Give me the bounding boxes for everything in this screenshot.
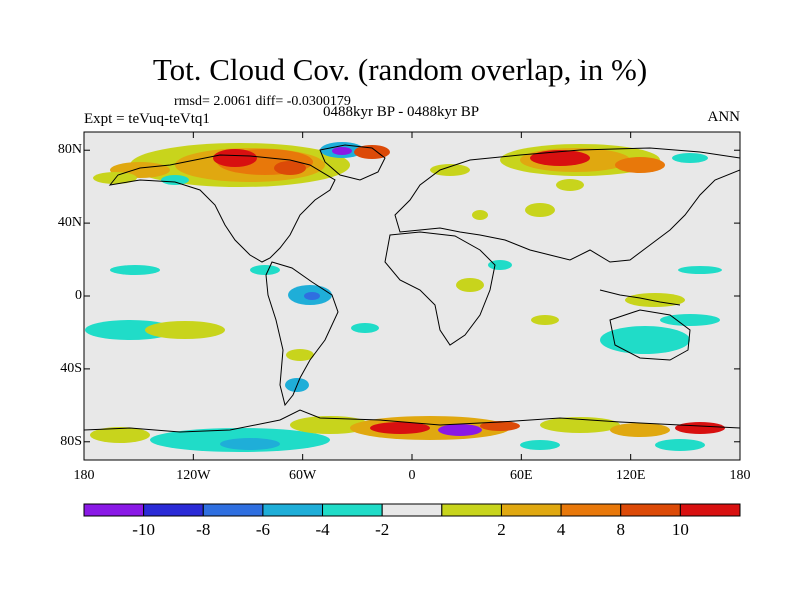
lat-tick-label: 80N bbox=[57, 142, 82, 158]
colorbar-swatch bbox=[83, 503, 145, 517]
stats-line: rmsd= 2.0061 diff= -0.0300179 bbox=[174, 94, 351, 109]
patch-antarctic-band bbox=[438, 424, 482, 436]
colorbar-swatch bbox=[322, 503, 383, 517]
patch-antarctic-band bbox=[290, 416, 370, 434]
colorbar-swatch bbox=[262, 503, 324, 517]
coast-greenland bbox=[319, 144, 386, 181]
patch-antarctic-band bbox=[655, 439, 705, 451]
coast-north-america bbox=[108, 154, 336, 263]
patch-atlantic-cyan bbox=[351, 323, 379, 333]
lon-tick-label: 60E bbox=[510, 468, 533, 483]
coast-africa bbox=[384, 231, 496, 346]
colorbar-label: 10 bbox=[671, 520, 689, 539]
patch-siberia-yellow bbox=[556, 179, 584, 191]
patch-asia-yellow bbox=[472, 210, 488, 220]
patch-antarctic-band bbox=[520, 440, 560, 450]
colorbar-swatch bbox=[679, 503, 741, 517]
period-label: 0488kyr BP - 0488kyr BP bbox=[323, 104, 480, 120]
patch-west-pacific bbox=[660, 314, 720, 326]
colorbar-label: -10 bbox=[132, 520, 155, 539]
coast-indonesia bbox=[599, 289, 681, 306]
lat-tick-label: 0 bbox=[75, 288, 82, 303]
lon-tick-label: 60W bbox=[289, 468, 317, 483]
colorbar-label: -8 bbox=[196, 520, 211, 539]
patch-arctic-eu bbox=[530, 150, 590, 166]
coast-south-america bbox=[265, 261, 339, 407]
anomaly-patches bbox=[85, 142, 725, 452]
patch-arctic-eu bbox=[615, 157, 665, 173]
patch-antarctic-band bbox=[370, 422, 430, 434]
coast-antarctica bbox=[84, 409, 740, 433]
patch-pacific-n-cyan bbox=[678, 266, 722, 274]
patch-antarctic-band bbox=[610, 423, 670, 437]
colorbar-swatch bbox=[560, 503, 622, 517]
lon-tick-label: 120E bbox=[615, 468, 646, 483]
patch-asia-yellow bbox=[525, 203, 555, 217]
season-label: ANN bbox=[707, 109, 741, 125]
lat-tick-label: 40S bbox=[60, 360, 82, 376]
lat-tick-label: 80S bbox=[60, 433, 82, 449]
colorbar-swatch bbox=[620, 503, 681, 517]
colorbar-swatch bbox=[500, 503, 562, 517]
colorbar-swatch bbox=[202, 503, 264, 517]
patch-pacific-cyan bbox=[110, 265, 160, 275]
patch-arctic-na bbox=[274, 161, 306, 175]
patch-greenland-blue bbox=[332, 147, 352, 155]
axis-ticks bbox=[83, 132, 741, 460]
patch-antarctic-band bbox=[675, 422, 725, 434]
plot-title: Tot. Cloud Cov. (random overlap, in %) bbox=[152, 52, 648, 87]
patch-australia-cyan bbox=[600, 326, 690, 354]
colorbar-label: -4 bbox=[315, 520, 330, 539]
patch-amazon-blue bbox=[304, 292, 320, 300]
coast-europe-asia bbox=[394, 147, 740, 263]
patch-antarctic-band bbox=[90, 427, 150, 443]
patch-indian-yellow bbox=[531, 315, 559, 325]
patch-antarctic-band bbox=[220, 438, 280, 450]
patch-alaska-cyan bbox=[161, 175, 189, 185]
colorbar-label: 4 bbox=[556, 520, 566, 539]
patch-south-pacific-yellow bbox=[145, 321, 225, 339]
experiment-label: Expt = teVuq-teVtq1 bbox=[84, 111, 210, 127]
lat-tick-label: 40N bbox=[57, 215, 82, 231]
colorbar-swatch bbox=[381, 503, 443, 517]
colorbar-label: 8 bbox=[616, 520, 625, 539]
patch-siberia-cyan bbox=[672, 153, 708, 163]
lon-tick-label: 120W bbox=[176, 468, 211, 483]
patch-antarctic-band bbox=[480, 421, 520, 431]
patch-caribbean bbox=[250, 265, 280, 275]
colorbar bbox=[83, 503, 741, 517]
lon-tick-label: 180 bbox=[73, 468, 95, 483]
patch-chile-yellow bbox=[286, 349, 314, 361]
patch-europe-yellow bbox=[430, 164, 470, 176]
coastlines bbox=[84, 144, 740, 433]
colorbar-label: -2 bbox=[375, 520, 390, 539]
colorbar-swatch bbox=[143, 503, 204, 517]
colorbar-label: -6 bbox=[255, 520, 270, 539]
patch-arctic-na bbox=[213, 149, 257, 167]
colorbar-label: 2 bbox=[497, 520, 506, 539]
lon-tick-label: 180 bbox=[729, 468, 751, 483]
coast-australia bbox=[609, 309, 691, 361]
lon-tick-label: 0 bbox=[408, 468, 416, 483]
patch-africa-yellow bbox=[456, 278, 484, 292]
colorbar-swatch bbox=[441, 503, 502, 517]
